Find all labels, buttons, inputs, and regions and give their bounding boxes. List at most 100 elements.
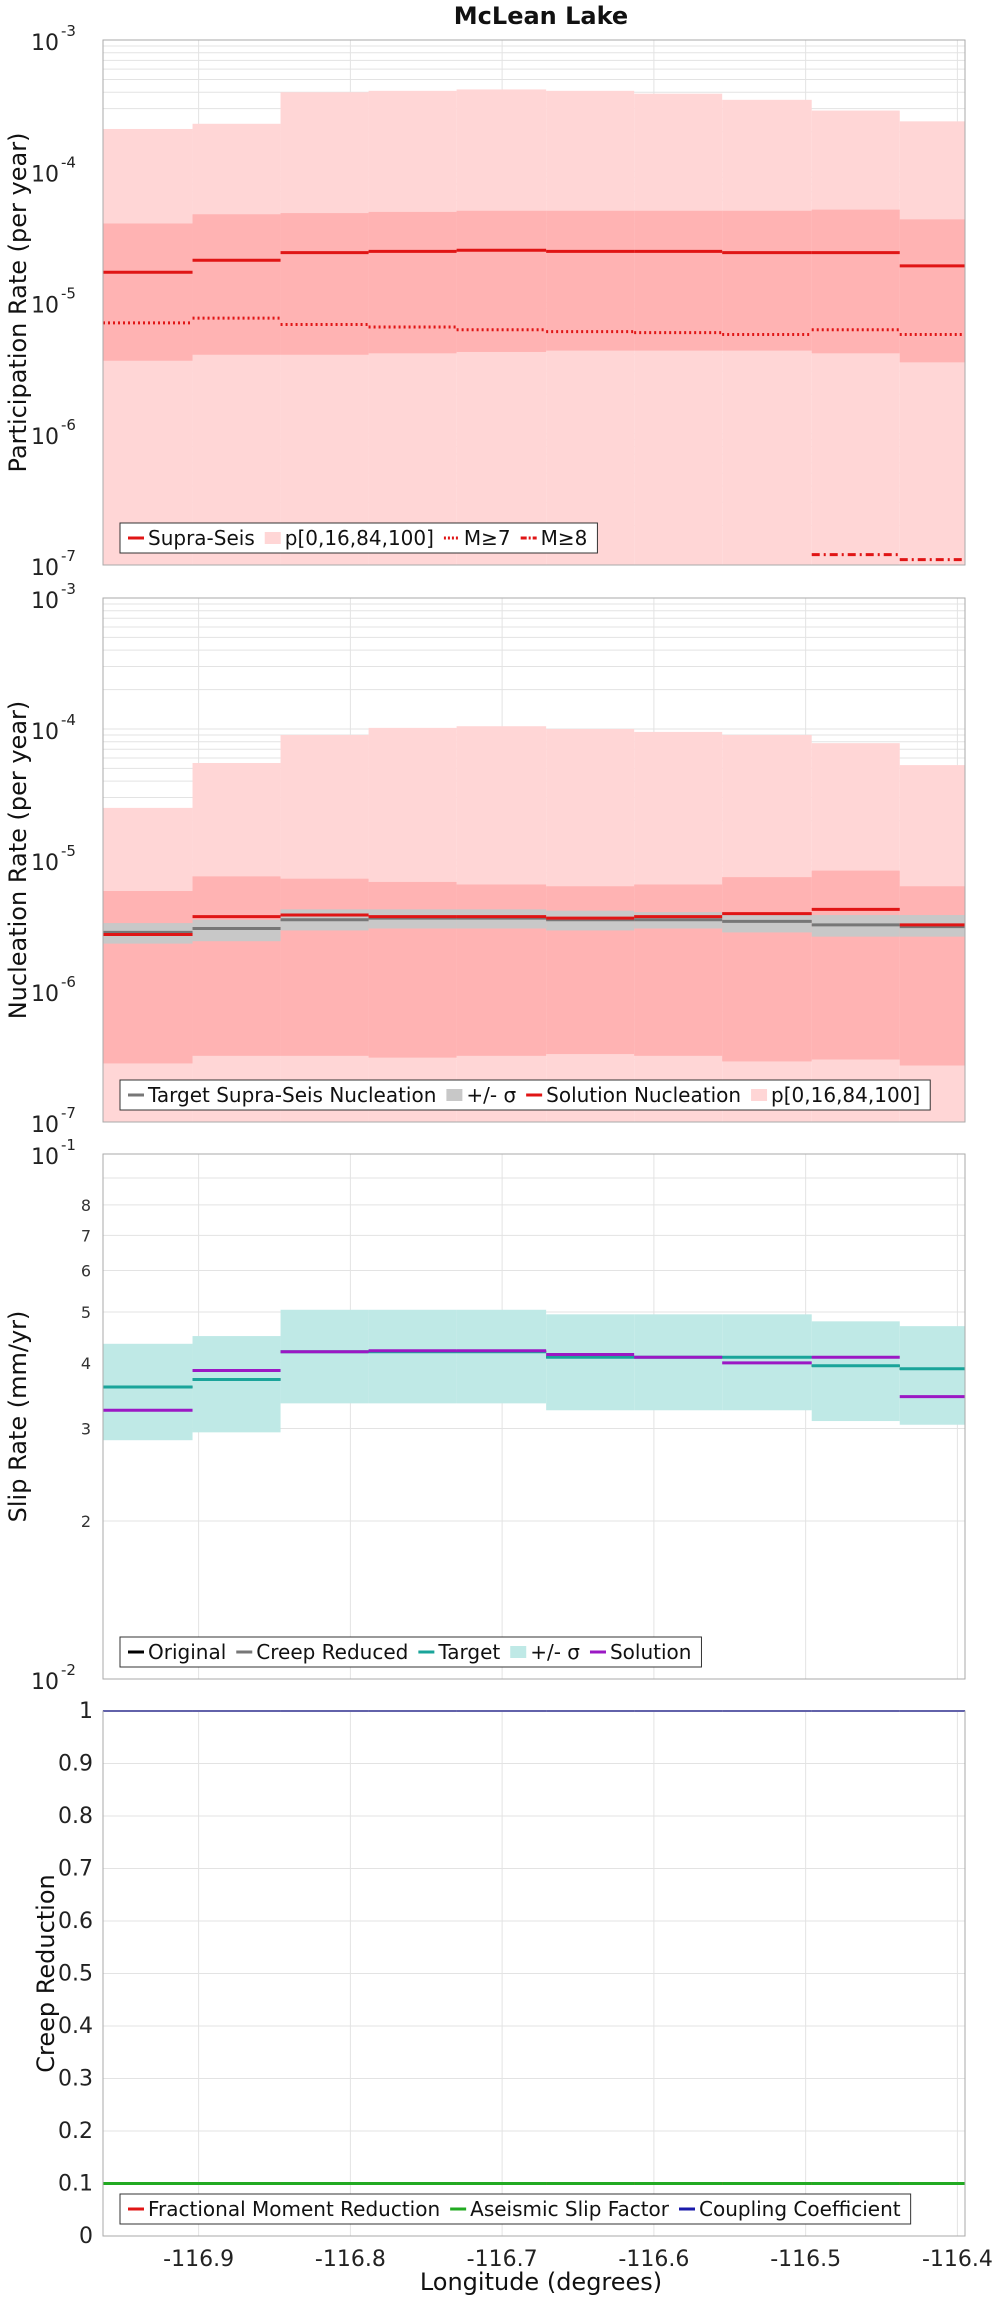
y-tick-exponent: -7: [61, 1104, 76, 1122]
band-bin: [546, 210, 635, 351]
band-bin: [103, 890, 193, 1064]
series-m7: [103, 316, 965, 337]
series-inner: [103, 870, 965, 1066]
series-target: [103, 916, 965, 934]
plot-frame: [102, 39, 966, 566]
y-tick-exponent: -2: [61, 1661, 76, 1679]
legend-entry: Creep Reduced: [256, 1640, 408, 1664]
plot-frame: [102, 597, 966, 1123]
band-bin: [192, 919, 281, 942]
band-bin: [192, 876, 281, 1056]
band-bin: [456, 1309, 547, 1404]
band-bin: [722, 877, 812, 1062]
legend-entry: +/- σ: [466, 1083, 516, 1107]
band-bin: [280, 1309, 369, 1404]
x-tick-label: -116.5: [770, 2247, 841, 2272]
y-tick-exponent: -6: [61, 973, 76, 991]
plot-frame: [102, 1153, 966, 1680]
legend-entry: Coupling Coefficient: [699, 2197, 901, 2221]
band-bin: [634, 1314, 723, 1411]
band-bin: [103, 1343, 193, 1441]
band-bin: [899, 1326, 965, 1425]
band-bin: [368, 1309, 457, 1404]
y-tick-label: 0.3: [58, 2067, 93, 2092]
legend: Original Creep Reduced Target +/- σ Solution: [119, 1636, 702, 1668]
band-bin: [634, 884, 723, 1056]
y-tick-label: 0.9: [58, 1752, 93, 1777]
y-tick-exponent: -6: [61, 416, 76, 434]
y-tick-label: 10: [31, 1145, 59, 1170]
y-tick-label: 0.7: [58, 1857, 93, 1882]
y-tick-label: 0.2: [58, 2119, 93, 2144]
legend-entry: M≥8: [541, 526, 588, 550]
y-tick-label: 10: [31, 720, 59, 745]
band-bin: [634, 210, 723, 351]
legend-swatch: [510, 1646, 527, 1658]
legend-swatch: [751, 1089, 768, 1101]
band-bin: [811, 1321, 900, 1422]
y-tick-label: 0.8: [58, 1804, 93, 1829]
y-minor-tick-label: 4: [81, 1354, 91, 1373]
legend-entry: Supra-Seis: [148, 526, 255, 550]
y-tick-label: 0.6: [58, 1909, 93, 1934]
band-bin: [722, 913, 812, 933]
legend: Target Supra-Seis Nucleation +/- σ Solutio…: [119, 1079, 931, 1111]
y-minor-tick-label: 8: [81, 1196, 91, 1215]
chart-title: McLean Lake: [454, 2, 628, 30]
series-inner: [103, 209, 965, 363]
y-tick-exponent: -4: [61, 153, 76, 171]
band-bin: [368, 881, 457, 1058]
y-tick-label: 10: [31, 31, 59, 56]
x-tick-label: -116.7: [467, 2247, 538, 2272]
y-axis-label: Slip Rate (mm/yr): [4, 1311, 32, 1523]
y-tick-label: 10: [31, 982, 59, 1007]
legend-entry: Solution Nucleation: [546, 1083, 741, 1107]
y-tick-label: 1: [79, 1699, 93, 1724]
band-bin: [811, 870, 900, 1060]
series-supra: [103, 248, 965, 274]
y-tick-label: 0: [79, 2224, 93, 2249]
x-axis-label: Longitude (degrees): [420, 2268, 662, 2296]
y-tick-exponent: -1: [61, 1136, 76, 1154]
y-tick-label: 10: [31, 162, 59, 187]
band-bin: [899, 219, 965, 363]
y-minor-tick-label: 3: [81, 1420, 91, 1439]
legend-swatch: [264, 532, 281, 544]
y-tick-label: 0.4: [58, 2014, 93, 2039]
y-minor-tick-label: 5: [81, 1303, 91, 1322]
series-m8: [811, 553, 965, 562]
y-tick-exponent: -7: [61, 547, 76, 565]
y-tick-label: 10: [31, 556, 59, 581]
legend-box: [119, 522, 598, 554]
x-tick-label: -116.9: [163, 2247, 234, 2272]
legend-entry: Aseismic Slip Factor: [470, 2197, 670, 2221]
y-axis-label: Nucleation Rate (per year): [4, 701, 32, 1020]
y-axis-label: Creep Reduction: [32, 1874, 60, 2072]
band-bin: [103, 223, 193, 361]
band-bin: [899, 886, 965, 1066]
y-tick-label: 10: [31, 851, 59, 876]
x-tick-label: -116.6: [618, 2247, 689, 2272]
series-solution: [103, 907, 965, 936]
band-bin: [368, 211, 457, 354]
y-tick-label: 0.1: [58, 2172, 93, 2197]
band-bin: [546, 1314, 635, 1411]
legend-entry: Solution: [610, 1640, 691, 1664]
legend-entry: +/- σ: [530, 1640, 580, 1664]
band-bin: [722, 210, 812, 351]
band-bin: [280, 878, 369, 1056]
legend-entry: p[0,16,84,100]: [285, 526, 434, 550]
legend-entry: Target: [437, 1640, 500, 1664]
y-tick-exponent: -4: [61, 711, 76, 729]
plot-frame: [102, 1710, 966, 2237]
y-tick-label: 10: [31, 589, 59, 614]
x-tick-label: -116.4: [922, 2247, 993, 2272]
y-tick-label: 10: [31, 294, 59, 319]
y-minor-tick-label: 6: [81, 1261, 91, 1280]
y-axis-label: Participation Rate (per year): [4, 133, 32, 473]
legend-entry: M≥7: [464, 526, 511, 550]
chart-panel-4: 0 0.1 0.2 0.3 0.4 0.5 0.6 0.7 0.8 0.9 1 Creep Reduc…: [32, 1699, 966, 2249]
